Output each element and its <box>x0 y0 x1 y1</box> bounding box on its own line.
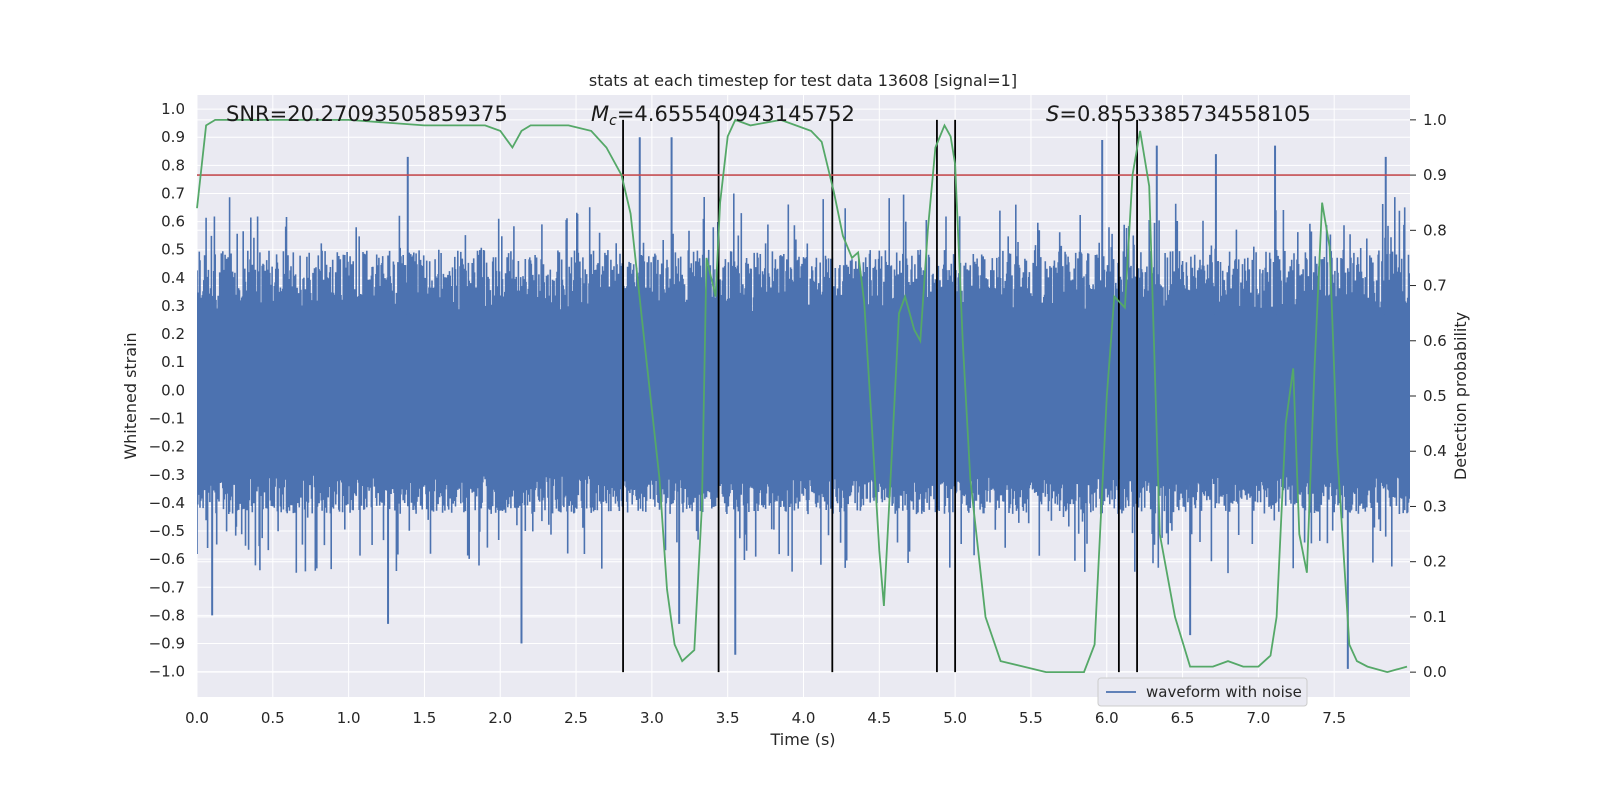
x-tick-label: 1.5 <box>413 709 437 727</box>
y-right-tick-label: 0.5 <box>1423 387 1447 405</box>
y-axis-right-ticks: 1.0 0.9 0.8 0.7 0.6 0.5 0.4 0.3 0.2 0.1 0.0 <box>1410 111 1447 681</box>
legend: waveform with noise <box>1097 677 1308 707</box>
x-tick-label: 4.5 <box>867 709 891 727</box>
y-right-tick-label: 0.9 <box>1423 166 1447 184</box>
y-tick-label: −0.8 <box>149 606 185 624</box>
y-right-tick-label: 0.4 <box>1423 442 1447 460</box>
y-tick-label: −0.7 <box>149 578 185 596</box>
y-axis-left-ticks: 1.0 0.9 0.8 0.7 0.6 0.5 0.4 0.3 0.2 0.1 0.0 −0.1 −0.… <box>149 100 185 681</box>
y-right-tick-label: 0.0 <box>1423 663 1447 681</box>
spin-symbol: S <box>1046 102 1059 126</box>
x-tick-label: 6.0 <box>1095 709 1119 727</box>
y-tick-label: −0.6 <box>149 550 185 568</box>
y-right-tick-label: 0.6 <box>1423 332 1447 350</box>
chirp-mass-subscript: c <box>609 113 617 129</box>
legend-label-waveform: waveform with noise <box>1146 683 1302 701</box>
chart-title: stats at each timestep for test data 136… <box>589 71 1017 90</box>
x-tick-label: 3.5 <box>716 709 740 727</box>
y-tick-label: −0.2 <box>149 438 185 456</box>
snr-annotation: SNR=20.27093505859375 <box>226 102 508 126</box>
y-right-tick-label: 0.3 <box>1423 497 1447 515</box>
spin-value: =0.8553385734558105 <box>1059 102 1310 126</box>
y-tick-label: 0.6 <box>161 213 185 231</box>
y-tick-label: 0.4 <box>161 269 185 287</box>
chirp-mass-symbol: M <box>591 102 609 126</box>
x-tick-label: 5.0 <box>943 709 967 727</box>
x-axis-label: Time (s) <box>769 730 835 749</box>
y-tick-label: 0.8 <box>161 156 185 174</box>
x-tick-label: 0.5 <box>261 709 285 727</box>
chirp-mass-annotation: Mc=4.655540943145752 <box>591 102 855 129</box>
probability-series-line <box>196 118 1408 674</box>
x-tick-label: 7.0 <box>1246 709 1270 727</box>
y-tick-label: 0.0 <box>161 381 185 399</box>
x-tick-label: 5.5 <box>1019 709 1043 727</box>
y-tick-label: −0.9 <box>149 635 185 653</box>
x-tick-label: 3.0 <box>640 709 664 727</box>
chirp-mass-value: =4.655540943145752 <box>617 102 855 126</box>
y-tick-label: 0.9 <box>161 128 185 146</box>
x-tick-label: 1.0 <box>337 709 361 727</box>
y-tick-label: 0.3 <box>161 297 185 315</box>
y-tick-label: 1.0 <box>161 100 185 118</box>
x-tick-label: 7.5 <box>1322 709 1346 727</box>
y-tick-label: −0.1 <box>149 410 185 428</box>
waveform-series <box>197 137 1410 669</box>
legend-box <box>1097 677 1308 707</box>
y-right-tick-label: 1.0 <box>1423 111 1447 129</box>
y-axis-label: Whitened strain <box>121 332 140 459</box>
y-right-tick-label: 0.8 <box>1423 221 1447 239</box>
y-axis-right-label: Detection probability <box>1451 312 1470 480</box>
y-tick-label: 0.2 <box>161 325 185 343</box>
y-right-tick-label: 0.1 <box>1423 608 1447 626</box>
y-tick-label: −0.5 <box>149 522 185 540</box>
y-tick-label: 0.1 <box>161 353 185 371</box>
x-tick-label: 2.5 <box>564 709 588 727</box>
detection-lines <box>196 119 1408 673</box>
y-tick-label: −0.3 <box>149 466 185 484</box>
y-tick-label: 0.7 <box>161 184 185 202</box>
x-tick-label: 2.0 <box>488 709 512 727</box>
x-tick-label: 0.0 <box>185 709 209 727</box>
y-right-tick-label: 0.2 <box>1423 553 1447 571</box>
spin-annotation: S=0.8553385734558105 <box>1046 102 1311 126</box>
x-tick-label: 6.5 <box>1171 709 1195 727</box>
x-axis-ticks: 0.0 0.5 1.0 1.5 2.0 2.5 3.0 3.5 4.0 4.5 5.0 5.5 6.0 6… <box>185 709 1346 727</box>
y-right-tick-label: 0.7 <box>1423 277 1447 295</box>
waveform-dense-band <box>197 314 1410 472</box>
y-tick-label: 0.5 <box>161 241 185 259</box>
y-tick-label: −0.4 <box>149 494 185 512</box>
x-tick-label: 4.0 <box>792 709 816 727</box>
y-tick-label: −1.0 <box>149 663 185 681</box>
